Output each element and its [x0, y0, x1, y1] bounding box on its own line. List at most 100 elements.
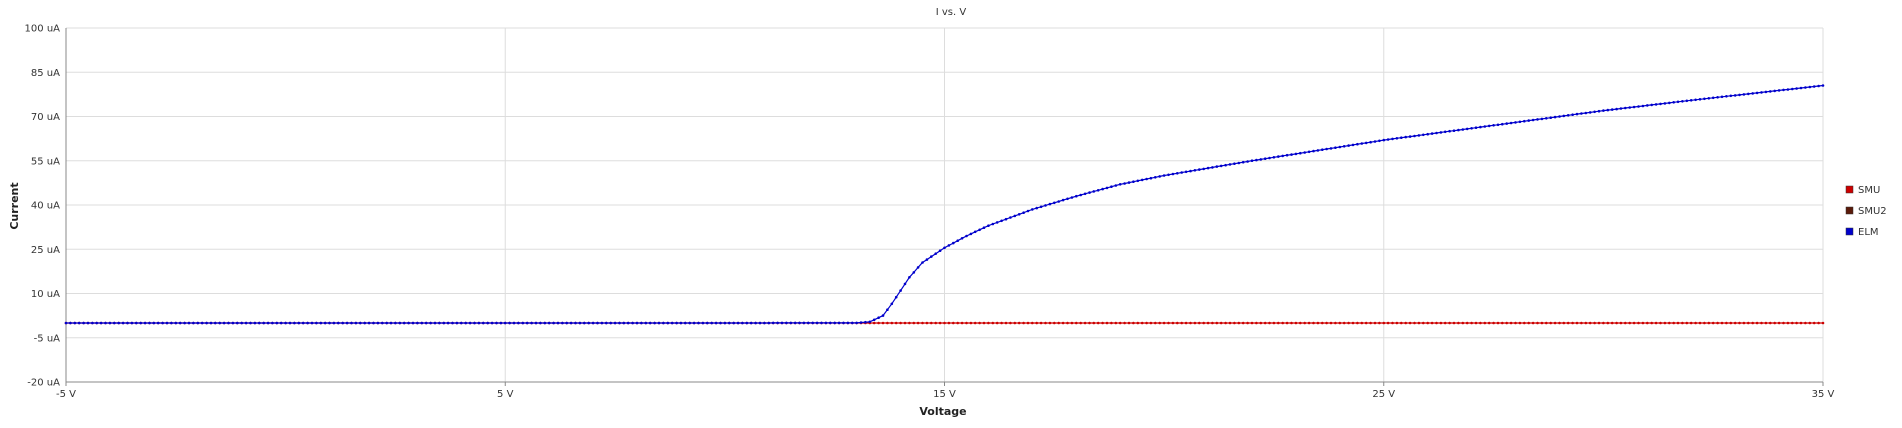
data-point	[1439, 131, 1443, 134]
data-point	[1364, 141, 1368, 145]
data-point	[1329, 147, 1333, 150]
legend-label: ELM	[1858, 227, 1879, 238]
data-point	[903, 321, 907, 325]
data-point	[754, 321, 757, 325]
data-point	[1162, 321, 1166, 325]
data-point	[1527, 321, 1530, 325]
data-point	[991, 222, 995, 226]
data-point	[1777, 321, 1781, 325]
data-point	[1307, 150, 1311, 154]
data-point	[1277, 321, 1280, 325]
data-point	[407, 321, 410, 325]
data-point	[785, 321, 788, 325]
data-point	[1808, 85, 1812, 89]
y-axis-title: Current	[8, 182, 21, 229]
data-point	[1755, 321, 1759, 325]
data-point	[1184, 321, 1188, 325]
data-point	[565, 321, 568, 325]
data-point	[1092, 190, 1096, 193]
data-point	[1742, 93, 1746, 96]
data-point	[1044, 204, 1047, 207]
data-point	[1382, 321, 1386, 325]
data-point	[1193, 169, 1197, 172]
data-point	[653, 321, 656, 325]
data-point	[1452, 129, 1456, 132]
data-point	[1246, 321, 1249, 325]
data-point	[618, 321, 621, 325]
data-point	[574, 321, 577, 325]
data-point	[1650, 321, 1653, 325]
data-point	[1729, 321, 1733, 325]
data-point	[1031, 208, 1034, 211]
data-point	[1408, 135, 1412, 138]
data-point	[1356, 142, 1359, 146]
data-point	[701, 321, 705, 325]
data-point	[1716, 96, 1719, 99]
data-point	[174, 321, 178, 325]
data-point	[719, 321, 722, 325]
data-point	[1013, 214, 1017, 218]
data-point	[1184, 170, 1188, 174]
data-point	[113, 321, 116, 325]
data-point	[1303, 321, 1306, 325]
data-point	[73, 321, 77, 325]
data-point	[332, 321, 336, 325]
data-point	[258, 321, 261, 325]
data-point	[1725, 95, 1728, 98]
data-point	[1791, 87, 1794, 91]
data-point	[952, 321, 955, 325]
data-point	[460, 321, 463, 325]
data-point	[1364, 321, 1368, 325]
data-point	[367, 321, 371, 325]
data-point	[1676, 321, 1680, 325]
legend-label: SMU	[1858, 185, 1880, 196]
y-tick-label: 85 uA	[31, 68, 60, 79]
data-point	[411, 321, 415, 325]
data-point	[328, 321, 331, 325]
data-point	[196, 321, 200, 325]
data-point	[956, 321, 959, 325]
data-point	[925, 321, 929, 325]
data-point	[416, 321, 419, 325]
data-point	[490, 321, 494, 325]
data-point	[802, 321, 806, 325]
data-point	[468, 321, 472, 325]
data-point	[1628, 106, 1631, 109]
data-point	[1079, 193, 1082, 197]
data-point	[345, 321, 349, 325]
legend-item-smu: SMU	[1845, 185, 1880, 196]
data-point	[894, 295, 898, 299]
data-point	[1619, 107, 1623, 110]
data-point	[1066, 197, 1069, 201]
data-point	[736, 321, 740, 325]
data-point	[464, 321, 468, 325]
data-point	[1681, 321, 1684, 325]
data-point	[798, 321, 801, 325]
data-point	[1290, 153, 1293, 156]
data-point	[1404, 135, 1407, 139]
legend: SMU SMU2 ELM	[1845, 185, 1887, 238]
data-point	[547, 321, 551, 325]
data-point	[1417, 321, 1421, 325]
data-point	[1198, 168, 1201, 171]
data-point	[1342, 321, 1346, 325]
data-point	[517, 321, 520, 325]
data-point	[1263, 157, 1267, 160]
data-point	[1237, 321, 1241, 325]
data-point	[991, 321, 995, 325]
data-point	[903, 282, 907, 286]
data-point	[69, 321, 72, 325]
data-point	[824, 321, 828, 325]
data-point	[1211, 321, 1214, 325]
data-point	[209, 321, 213, 325]
data-point	[473, 321, 476, 325]
data-point	[1536, 321, 1539, 325]
data-point	[1703, 97, 1706, 101]
data-point	[1105, 186, 1109, 190]
data-point	[1053, 321, 1056, 325]
data-point	[1259, 321, 1263, 325]
data-point	[1769, 90, 1772, 93]
data-point	[881, 321, 885, 325]
data-point	[310, 321, 314, 325]
data-point	[152, 321, 156, 325]
